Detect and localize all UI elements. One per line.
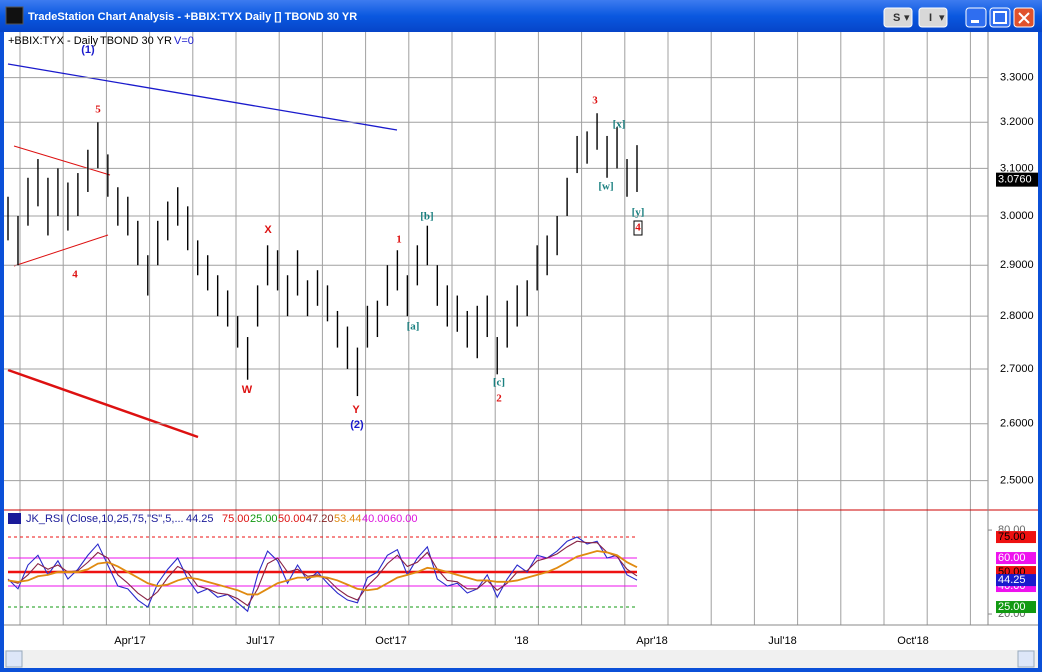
readout: 60.00	[390, 513, 418, 525]
readout: 75.00	[222, 513, 250, 525]
level-box	[996, 601, 1036, 614]
wave-label: [y]	[632, 207, 645, 219]
close-icon[interactable]	[1018, 12, 1030, 24]
x-tick-label: '18	[514, 635, 528, 647]
readout: 25.00	[250, 513, 278, 525]
i-button[interactable]	[918, 7, 948, 28]
window-title: TradeStation Chart Analysis - +BBIX:TYX …	[28, 11, 357, 23]
readout: 53.44	[334, 513, 362, 525]
x-tick-label: Oct'17	[375, 635, 406, 647]
y-tick-label: 3.1000	[1000, 162, 1034, 174]
scrollbar[interactable]	[4, 650, 1038, 668]
wave-label: [b]	[420, 211, 433, 223]
s-button-label[interactable]: S	[893, 12, 900, 24]
time-grid	[19, 32, 971, 625]
x-tick-label: Oct'18	[897, 635, 928, 647]
x-tick-label: Apr'18	[636, 635, 667, 647]
readout: 47.20	[306, 513, 334, 525]
triangle-line	[13, 234, 109, 267]
indicator-icon	[8, 513, 21, 524]
s-button-arrow[interactable]: ▾	[904, 12, 910, 24]
scroll-right[interactable]	[1017, 650, 1035, 668]
indicator-readouts: 44.25 75.00 25.00 50.00 47.20 53.44 40.00 60.00	[186, 513, 418, 525]
wave-label: 2	[496, 393, 502, 405]
description-label: TBOND 30 YR	[100, 35, 172, 47]
level-box	[996, 552, 1036, 565]
last-price-box	[996, 172, 1038, 187]
wave-label: 3	[592, 95, 598, 107]
volume-label: V=0	[174, 35, 194, 47]
maximize-icon[interactable]	[993, 11, 1007, 24]
triangle-line	[13, 145, 111, 176]
wave-label: X	[264, 224, 272, 236]
x-tick-label: Jul'18	[768, 635, 796, 647]
minimize-button[interactable]	[965, 7, 987, 28]
wave-label: 5	[95, 104, 101, 116]
wave-label: [w]	[598, 181, 613, 193]
last-value-box	[996, 574, 1036, 587]
trend-line	[7, 368, 199, 439]
scroll-left[interactable]	[5, 650, 23, 668]
level-label: 60.00	[998, 552, 1026, 564]
wave-label: 4	[72, 269, 78, 281]
symbol-label: +BBIX:TYX - Daily	[8, 35, 99, 47]
readout: 44.25	[186, 513, 214, 525]
y-tick-label: 2.7000	[1000, 363, 1034, 375]
wave-label: W	[242, 384, 253, 396]
chart-area	[4, 32, 1038, 668]
x-tick-label: Apr'17	[114, 635, 145, 647]
y-tick-label: 2.9000	[1000, 259, 1034, 271]
wave-label: 4	[635, 222, 641, 234]
wave-label: Y	[352, 404, 360, 416]
wave-label: (2)	[350, 419, 364, 431]
annotation-box	[633, 220, 643, 236]
readout: 50.00	[278, 513, 306, 525]
y-tick-label: 2.6000	[1000, 418, 1034, 430]
i-button-label[interactable]: I	[929, 12, 932, 24]
indicator-title: JK_RSI (Close,10,25,75,"S",5,...	[26, 513, 184, 525]
x-tick-label: Jul'17	[246, 635, 274, 647]
y-tick-label: 2.5000	[1000, 475, 1034, 487]
level-label: 75.00	[998, 531, 1026, 543]
last-price-label: 3.0760	[998, 174, 1032, 186]
readout: 40.00	[362, 513, 390, 525]
s-button[interactable]	[883, 7, 913, 28]
minimize-icon[interactable]	[971, 20, 979, 23]
last-value-label: 44.25	[998, 574, 1026, 586]
y-tick-label: 2.8000	[1000, 310, 1034, 322]
app-icon	[5, 6, 24, 25]
y-tick-label: 3.2000	[1000, 116, 1034, 128]
level-label: 25.00	[998, 601, 1026, 613]
y-tick-label: 3.3000	[1000, 72, 1034, 84]
wave-label: [x]	[613, 119, 626, 131]
level-box	[996, 531, 1036, 544]
wave-label: [c]	[493, 377, 505, 389]
trend-line	[7, 63, 398, 131]
wave-label: 1	[396, 234, 402, 246]
rsi-line	[7, 550, 638, 596]
i-button-arrow[interactable]: ▾	[939, 12, 945, 24]
wave-label: [a]	[407, 321, 420, 333]
y-tick-label: 3.0000	[1000, 210, 1034, 222]
wave-label: (1)	[81, 44, 95, 56]
title-bar	[0, 0, 1042, 32]
